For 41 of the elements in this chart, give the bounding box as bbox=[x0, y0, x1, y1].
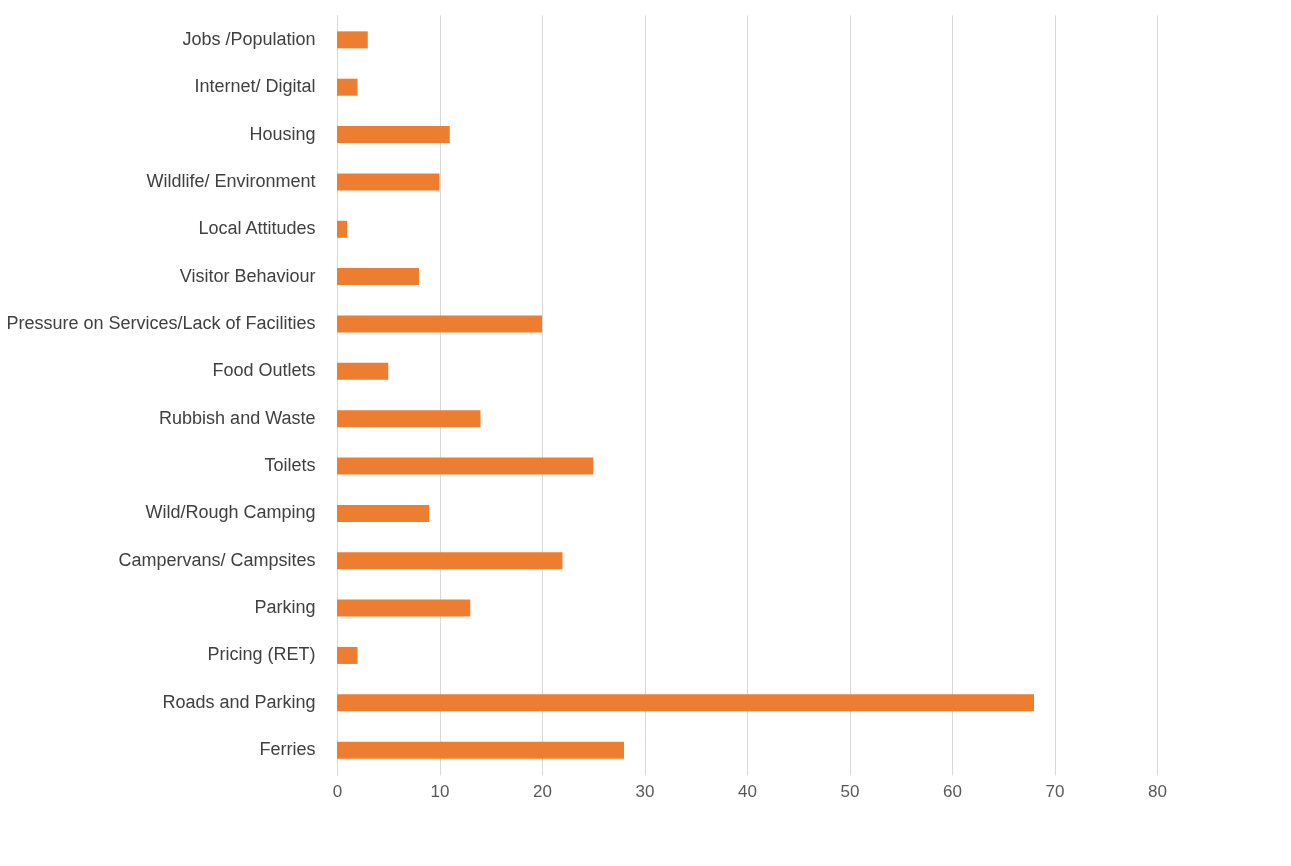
bar bbox=[337, 362, 389, 380]
bar bbox=[337, 646, 358, 664]
bar bbox=[337, 78, 358, 96]
y-tick-label: Internet/ Digital bbox=[194, 76, 316, 97]
x-tick-label: 60 bbox=[943, 781, 962, 801]
x-tick-label: 40 bbox=[738, 781, 757, 801]
bar bbox=[337, 694, 1034, 712]
bar bbox=[337, 552, 563, 570]
x-tick-label: 10 bbox=[430, 781, 450, 801]
x-tick-label: 0 bbox=[332, 781, 343, 801]
y-tick-label: Local Attitudes bbox=[198, 218, 316, 239]
y-tick-label: Wild/Rough Camping bbox=[145, 502, 316, 523]
x-tick-label: 80 bbox=[1148, 781, 1167, 801]
y-tick-label: Roads and Parking bbox=[162, 691, 316, 712]
x-tick-label: 20 bbox=[533, 781, 552, 801]
bar bbox=[337, 173, 440, 191]
x-tick-label: 70 bbox=[1045, 781, 1065, 801]
bar bbox=[337, 504, 430, 522]
y-tick-label: Pricing (RET) bbox=[207, 644, 316, 665]
y-tick-label: Toilets bbox=[264, 455, 316, 476]
bar bbox=[337, 315, 542, 333]
bar bbox=[337, 410, 481, 428]
y-tick-label: Ferries bbox=[259, 739, 316, 760]
y-tick-label: Campervans/ Campsites bbox=[118, 549, 316, 570]
bar bbox=[337, 741, 624, 759]
y-tick-label: Visitor Behaviour bbox=[179, 265, 316, 286]
bar bbox=[337, 268, 419, 286]
y-tick-label: Housing bbox=[249, 123, 316, 144]
bar bbox=[337, 126, 450, 144]
y-tick-label: Pressure on Services/Lack of Facilities bbox=[6, 312, 316, 333]
y-tick-label: Jobs /Population bbox=[182, 28, 316, 49]
y-tick-label: Rubbish and Waste bbox=[159, 407, 316, 428]
x-tick-label: 50 bbox=[840, 781, 860, 801]
bar bbox=[337, 599, 471, 617]
y-tick-label: Wildlife/ Environment bbox=[146, 170, 316, 191]
y-tick-label: Food Outlets bbox=[212, 360, 316, 381]
bar bbox=[337, 31, 368, 49]
bar bbox=[337, 220, 348, 238]
x-tick-label: 30 bbox=[635, 781, 655, 801]
y-tick-label: Parking bbox=[254, 597, 316, 618]
bar bbox=[337, 457, 594, 475]
